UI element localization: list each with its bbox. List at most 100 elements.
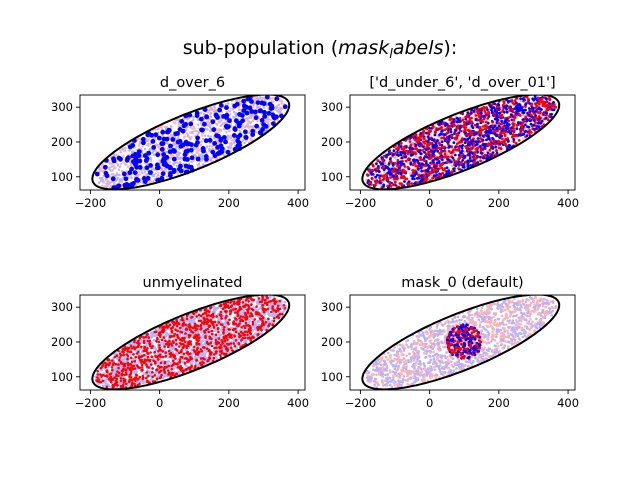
highlighted-point <box>434 157 437 161</box>
highlighted-point <box>435 173 438 177</box>
background-point <box>190 160 193 164</box>
highlighted-point <box>511 135 514 139</box>
highlighted-point <box>394 172 398 176</box>
highlighted-point <box>460 140 464 144</box>
background-point <box>100 368 103 372</box>
highlighted-point <box>178 143 184 149</box>
highlighted-point <box>188 147 194 153</box>
highlighted-point <box>438 174 441 177</box>
highlighted-point <box>431 143 435 147</box>
highlighted-point <box>547 104 551 107</box>
background-point <box>394 155 398 158</box>
highlighted-point <box>155 165 160 171</box>
highlighted-point <box>399 182 403 186</box>
highlighted-point <box>420 178 424 182</box>
background-point <box>212 110 216 113</box>
highlighted-point <box>470 116 473 120</box>
highlighted-point <box>425 152 428 156</box>
highlighted-point <box>168 173 173 179</box>
background-point <box>208 150 211 153</box>
background-point <box>219 124 222 128</box>
background-point <box>254 332 258 335</box>
highlighted-point <box>204 156 209 162</box>
highlighted-point <box>398 169 402 172</box>
highlighted-point <box>439 126 443 130</box>
highlighted-point <box>497 124 501 128</box>
background-point <box>268 295 272 299</box>
highlighted-point <box>479 145 482 148</box>
background-point <box>238 129 241 133</box>
highlighted-point <box>427 157 431 161</box>
highlighted-point <box>473 153 477 157</box>
highlighted-point <box>460 160 463 164</box>
highlighted-point <box>175 139 181 145</box>
highlighted-point <box>486 151 490 155</box>
highlighted-point <box>470 111 473 115</box>
highlighted-point <box>537 115 541 118</box>
highlighted-point <box>536 96 540 100</box>
highlighted-point <box>471 131 475 135</box>
highlighted-point <box>507 106 511 110</box>
highlighted-point <box>426 142 430 146</box>
highlighted-point <box>262 114 268 119</box>
highlighted-point <box>416 176 419 180</box>
background-point <box>165 150 168 154</box>
background-point <box>227 137 230 141</box>
highlighted-point <box>544 100 547 104</box>
highlighted-point <box>538 119 542 123</box>
highlighted-point <box>415 147 418 151</box>
highlighted-point <box>466 164 470 168</box>
background-point <box>147 142 150 146</box>
highlighted-point <box>367 169 371 173</box>
highlighted-point <box>385 165 389 169</box>
highlighted-point <box>523 123 527 127</box>
background-point <box>116 163 120 166</box>
highlighted-point <box>427 174 430 177</box>
background-point <box>175 155 179 159</box>
highlighted-point <box>201 148 206 154</box>
highlighted-point <box>374 180 378 183</box>
highlighted-point <box>521 110 525 114</box>
background-point <box>463 150 466 153</box>
highlighted-point <box>463 127 467 131</box>
highlighted-point <box>490 111 494 114</box>
highlighted-point <box>456 117 460 121</box>
highlighted-point <box>456 126 459 130</box>
highlighted-point <box>375 162 378 166</box>
highlighted-point <box>552 101 555 104</box>
background-point <box>522 114 525 117</box>
highlighted-point <box>457 162 460 166</box>
highlighted-point <box>490 154 493 158</box>
highlighted-point <box>392 167 396 171</box>
highlighted-point <box>214 113 220 119</box>
background-point <box>174 122 177 125</box>
highlighted-point <box>480 151 483 155</box>
background-point <box>207 134 210 138</box>
highlighted-point <box>159 147 165 152</box>
highlighted-point <box>545 111 548 115</box>
background-point <box>247 126 250 130</box>
background-point <box>148 181 151 184</box>
highlighted-point <box>243 129 248 135</box>
background-point <box>210 146 214 149</box>
highlighted-point <box>483 153 487 157</box>
highlighted-point <box>125 156 130 162</box>
highlighted-point <box>378 160 382 164</box>
background-point <box>251 125 254 128</box>
background-point <box>195 130 199 133</box>
background-point <box>255 97 259 100</box>
highlighted-point <box>515 127 519 131</box>
highlighted-point <box>511 122 514 125</box>
highlighted-point <box>500 141 504 144</box>
highlighted-point <box>534 127 538 131</box>
background-point <box>175 164 179 168</box>
background-point <box>185 128 188 132</box>
highlighted-point <box>387 162 391 166</box>
highlighted-point <box>521 121 525 125</box>
highlighted-point <box>478 119 482 123</box>
highlighted-point <box>502 110 506 114</box>
highlighted-point <box>223 139 228 145</box>
highlighted-point <box>450 134 454 138</box>
background-point <box>229 136 232 139</box>
highlighted-point <box>262 109 267 115</box>
